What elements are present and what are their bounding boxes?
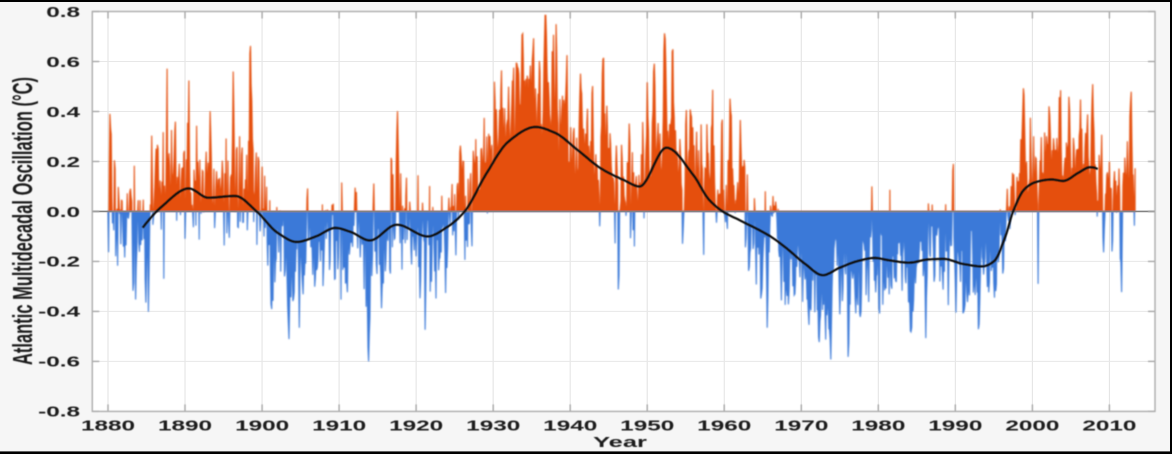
svg-text:-0.6: -0.6 <box>38 354 80 370</box>
svg-text:0.2: 0.2 <box>46 154 80 170</box>
svg-text:1960: 1960 <box>697 418 751 434</box>
svg-text:-0.4: -0.4 <box>38 304 81 320</box>
svg-text:1880: 1880 <box>81 418 135 434</box>
svg-text:0.6: 0.6 <box>46 54 80 70</box>
svg-text:2010: 2010 <box>1082 418 1136 434</box>
svg-text:1990: 1990 <box>928 418 982 434</box>
svg-text:0.8: 0.8 <box>46 4 80 20</box>
svg-text:1890: 1890 <box>158 418 212 434</box>
svg-text:1910: 1910 <box>312 418 366 434</box>
svg-text:1950: 1950 <box>620 418 674 434</box>
svg-text:1900: 1900 <box>235 418 289 434</box>
svg-text:Year: Year <box>593 434 647 450</box>
svg-text:1970: 1970 <box>774 418 828 434</box>
svg-text:-0.8: -0.8 <box>38 404 80 420</box>
svg-text:1940: 1940 <box>543 418 597 434</box>
svg-text:-0.2: -0.2 <box>38 254 80 270</box>
svg-text:0.4: 0.4 <box>46 104 81 120</box>
svg-text:Atlantic Multidecadal Oscillat: Atlantic Multidecadal Oscillation (°C) <box>7 77 39 365</box>
svg-text:1920: 1920 <box>389 418 443 434</box>
svg-text:0.0: 0.0 <box>46 204 80 220</box>
svg-text:2000: 2000 <box>1005 418 1059 434</box>
svg-text:1930: 1930 <box>466 418 520 434</box>
svg-text:1980: 1980 <box>851 418 905 434</box>
